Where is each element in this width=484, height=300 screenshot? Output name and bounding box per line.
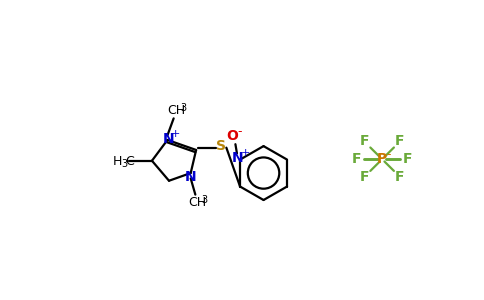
Text: N: N (163, 132, 174, 146)
Text: F: F (360, 170, 370, 184)
Text: 3: 3 (202, 195, 208, 205)
Text: F: F (360, 134, 370, 148)
Text: P: P (377, 152, 387, 166)
Text: -: - (238, 125, 242, 138)
Text: C: C (125, 155, 134, 168)
Text: N: N (232, 151, 243, 165)
Text: O: O (227, 130, 238, 143)
Text: F: F (394, 170, 404, 184)
Text: F: F (352, 152, 361, 166)
Text: +: + (170, 129, 180, 139)
Text: H: H (113, 155, 122, 168)
Text: 3: 3 (121, 159, 127, 169)
Text: S: S (216, 139, 226, 153)
Text: F: F (394, 134, 404, 148)
Text: +: + (241, 148, 250, 158)
Text: -: - (387, 148, 392, 161)
Text: N: N (185, 170, 197, 184)
Text: F: F (403, 152, 412, 166)
Text: CH: CH (188, 196, 206, 209)
Text: 3: 3 (181, 103, 187, 113)
Text: CH: CH (167, 104, 185, 117)
